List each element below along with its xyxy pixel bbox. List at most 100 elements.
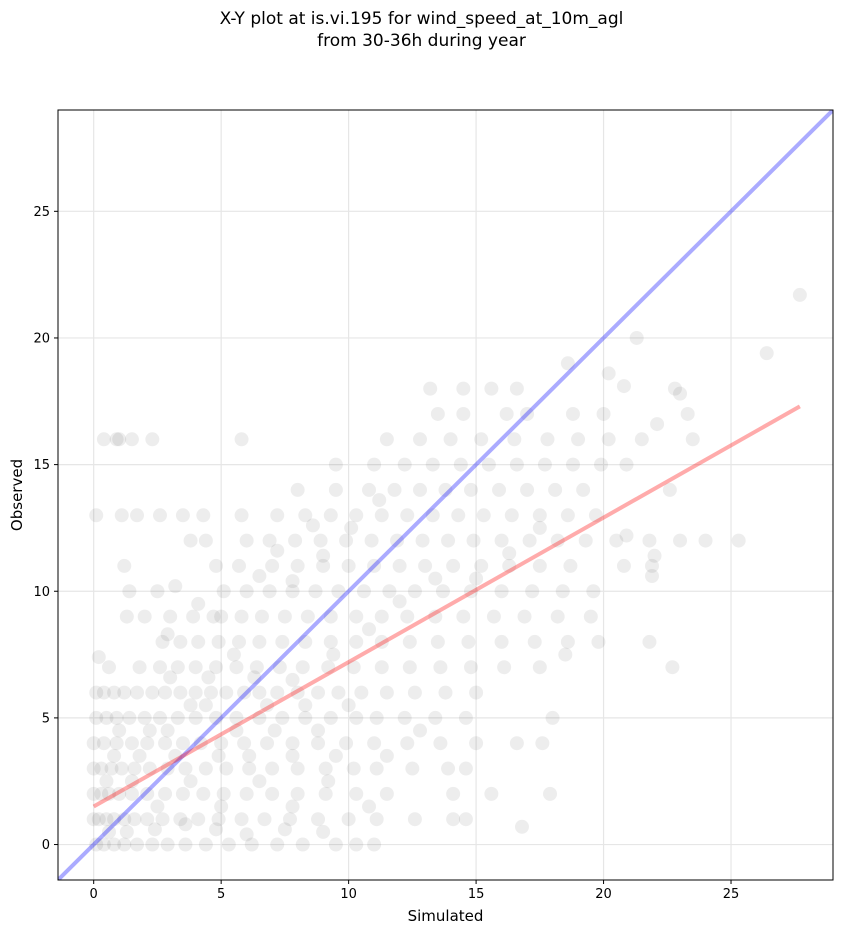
- data-point: [532, 508, 547, 523]
- data-point: [305, 518, 320, 533]
- data-point: [282, 812, 297, 827]
- data-point: [99, 710, 114, 725]
- data-point: [441, 533, 456, 548]
- data-point: [374, 508, 389, 523]
- data-point: [379, 432, 394, 447]
- data-point: [349, 634, 364, 649]
- data-point: [137, 710, 152, 725]
- data-point: [130, 508, 145, 523]
- data-point: [619, 528, 634, 543]
- data-point: [474, 558, 489, 573]
- data-point: [107, 837, 122, 852]
- data-point: [502, 546, 517, 561]
- data-point: [565, 406, 580, 421]
- data-point: [397, 710, 412, 725]
- data-point: [616, 379, 631, 394]
- data-point: [323, 710, 338, 725]
- data-point: [94, 761, 109, 776]
- data-point: [124, 774, 139, 789]
- data-point: [150, 584, 165, 599]
- data-point: [112, 786, 127, 801]
- data-point: [341, 812, 356, 827]
- data-point: [341, 558, 356, 573]
- data-point: [433, 736, 448, 751]
- data-point: [520, 482, 535, 497]
- data-point: [374, 609, 389, 624]
- data-point: [423, 381, 438, 396]
- data-point: [152, 660, 167, 675]
- data-point: [435, 584, 450, 599]
- data-point: [413, 482, 428, 497]
- data-point: [209, 822, 224, 837]
- data-point: [548, 482, 563, 497]
- data-point: [438, 685, 453, 700]
- data-point: [158, 736, 173, 751]
- data-point: [372, 493, 387, 508]
- data-point: [346, 660, 361, 675]
- data-point: [249, 660, 264, 675]
- data-point: [211, 634, 226, 649]
- data-point: [290, 761, 305, 776]
- reference-lines: [58, 110, 833, 880]
- data-point: [469, 571, 484, 586]
- data-point: [390, 533, 405, 548]
- data-point: [349, 710, 364, 725]
- data-point: [321, 774, 336, 789]
- data-point: [265, 761, 280, 776]
- data-point: [578, 533, 593, 548]
- x-tick-label: 20: [595, 887, 612, 902]
- data-point: [323, 634, 338, 649]
- y-tick-label: 25: [33, 205, 50, 220]
- data-point: [458, 710, 473, 725]
- data-point: [509, 736, 524, 751]
- chart-title-line-1: X-Y plot at is.vi.195 for wind_speed_at_…: [219, 9, 624, 29]
- data-point: [298, 698, 313, 713]
- data-point: [349, 508, 364, 523]
- data-point: [109, 710, 124, 725]
- data-point: [438, 482, 453, 497]
- data-point: [288, 533, 303, 548]
- data-point: [130, 837, 145, 852]
- data-point: [644, 558, 659, 573]
- data-point: [484, 786, 499, 801]
- data-point: [89, 508, 104, 523]
- data-point: [221, 837, 236, 852]
- data-point: [326, 647, 341, 662]
- data-point: [331, 685, 346, 700]
- data-point: [277, 822, 292, 837]
- data-point: [239, 786, 254, 801]
- data-point: [369, 812, 384, 827]
- data-point: [583, 609, 598, 624]
- data-point: [244, 837, 259, 852]
- data-point: [252, 710, 267, 725]
- data-point: [262, 584, 277, 599]
- data-point: [300, 609, 315, 624]
- data-point: [234, 508, 249, 523]
- data-point: [101, 824, 116, 839]
- data-point: [469, 685, 484, 700]
- data-point: [662, 482, 677, 497]
- data-point: [451, 508, 466, 523]
- data-point: [198, 837, 213, 852]
- data-point: [101, 786, 116, 801]
- data-point: [308, 584, 323, 599]
- data-point: [387, 482, 402, 497]
- data-point: [239, 584, 254, 599]
- data-point: [132, 748, 147, 763]
- data-point: [456, 609, 471, 624]
- data-point: [216, 584, 231, 599]
- data-point: [311, 736, 326, 751]
- data-point: [413, 723, 428, 738]
- data-point: [247, 670, 262, 685]
- data-point: [665, 660, 680, 675]
- data-point: [667, 381, 682, 396]
- data-point: [443, 432, 458, 447]
- data-point: [285, 584, 300, 599]
- data-point: [428, 609, 443, 624]
- data-point: [492, 482, 507, 497]
- data-point: [586, 584, 601, 599]
- data-point: [619, 457, 634, 472]
- data-point: [219, 761, 234, 776]
- data-point: [91, 650, 106, 665]
- data-point: [298, 634, 313, 649]
